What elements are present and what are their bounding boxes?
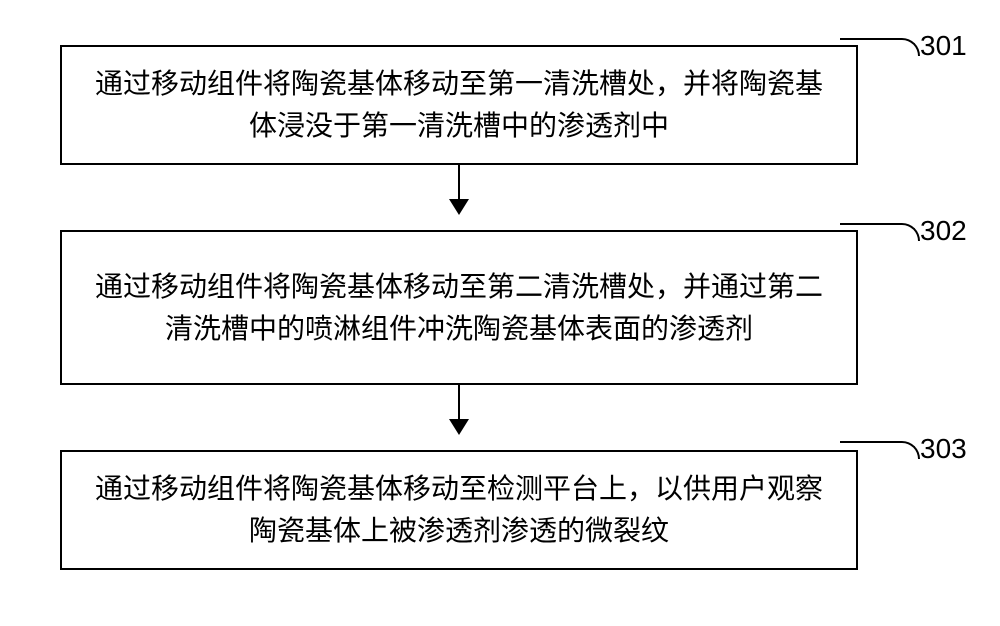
arrow-302-to-303 <box>458 385 460 433</box>
step-text-302: 通过移动组件将陶瓷基体移动至第二清洗槽处，并通过第二清洗槽中的喷淋组件冲洗陶瓷基… <box>82 266 836 350</box>
arrow-301-to-302 <box>458 165 460 213</box>
step-label-302: 302 <box>920 215 967 247</box>
step-box-303: 通过移动组件将陶瓷基体移动至检测平台上，以供用户观察陶瓷基体上被渗透剂渗透的微裂… <box>60 450 858 570</box>
step-text-301: 通过移动组件将陶瓷基体移动至第一清洗槽处，并将陶瓷基体浸没于第一清洗槽中的渗透剂… <box>82 63 836 147</box>
step-text-303: 通过移动组件将陶瓷基体移动至检测平台上，以供用户观察陶瓷基体上被渗透剂渗透的微裂… <box>82 468 836 552</box>
step-label-301: 301 <box>920 30 967 62</box>
step-box-302: 通过移动组件将陶瓷基体移动至第二清洗槽处，并通过第二清洗槽中的喷淋组件冲洗陶瓷基… <box>60 230 858 385</box>
step-box-301: 通过移动组件将陶瓷基体移动至第一清洗槽处，并将陶瓷基体浸没于第一清洗槽中的渗透剂… <box>60 45 858 165</box>
step-label-303: 303 <box>920 433 967 465</box>
